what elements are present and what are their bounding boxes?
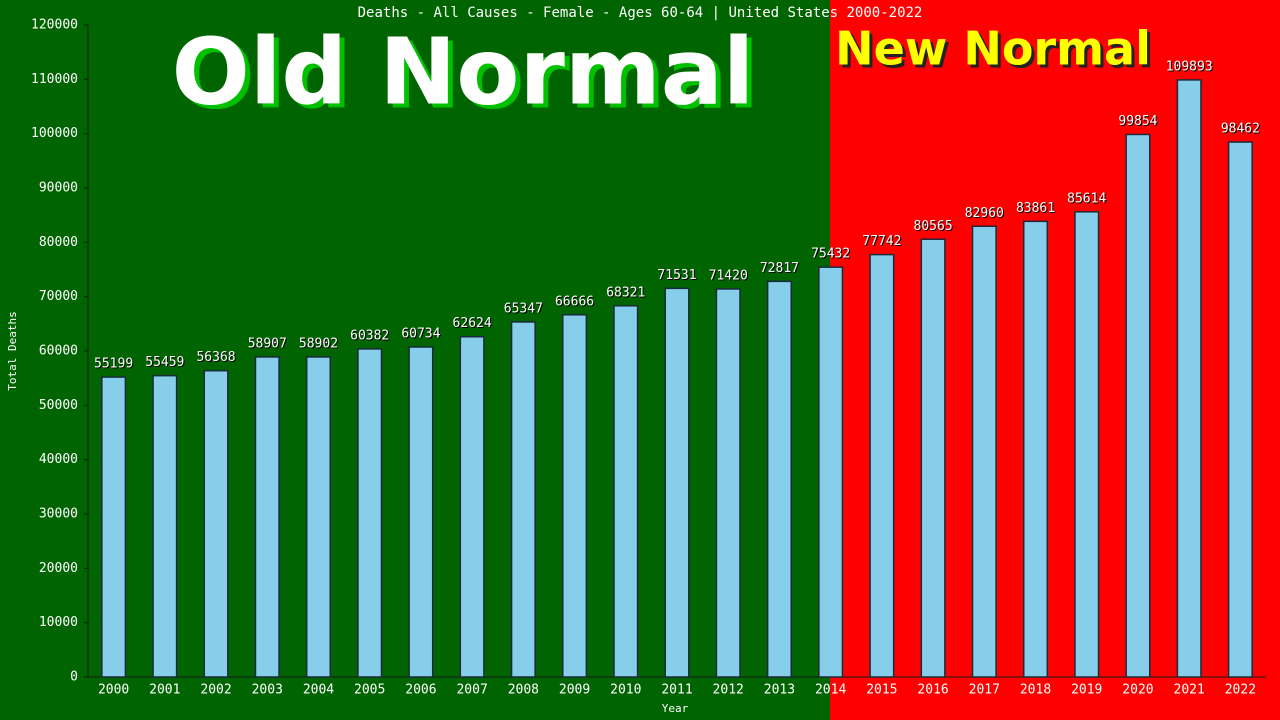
- bar: [254, 356, 280, 678]
- value-label: 99854: [1118, 114, 1157, 129]
- x-tick-label: 2020: [1122, 683, 1153, 698]
- value-label: 60382: [350, 328, 389, 343]
- bar: [920, 238, 946, 678]
- x-tick-label: 2018: [1020, 683, 1051, 698]
- bar: [715, 288, 741, 678]
- y-tick-label: 0: [70, 670, 78, 685]
- x-tick-label: 2009: [559, 683, 590, 698]
- y-tick-label: 60000: [39, 344, 78, 359]
- y-tick-label: 20000: [39, 561, 78, 576]
- x-tick-label: 2013: [764, 683, 795, 698]
- bar: [1074, 211, 1100, 678]
- bar: [152, 374, 178, 678]
- bar: [357, 348, 383, 678]
- bar: [101, 376, 127, 678]
- chart-title: Deaths - All Causes - Female - Ages 60-6…: [358, 5, 923, 21]
- x-tick-label: 2021: [1174, 683, 1205, 698]
- annotation: New Normal: [835, 22, 1151, 76]
- value-label: 82960: [965, 206, 1004, 221]
- value-label: 55199: [94, 357, 133, 372]
- x-tick-label: 2003: [252, 683, 283, 698]
- bar: [766, 280, 792, 678]
- value-label: 55459: [145, 355, 184, 370]
- bar: [459, 335, 485, 678]
- value-label: 80565: [914, 219, 953, 234]
- annotation: Old Normal: [172, 18, 755, 125]
- x-tick-label: 2017: [969, 683, 1000, 698]
- value-label: 58902: [299, 336, 338, 351]
- x-tick-label: 2001: [149, 683, 180, 698]
- value-label: 68321: [606, 285, 645, 300]
- x-tick-label: 2016: [917, 683, 948, 698]
- bar: [1176, 79, 1202, 678]
- value-label: 71531: [657, 268, 696, 283]
- bar: [510, 321, 536, 678]
- y-tick-label: 80000: [39, 235, 78, 250]
- bar: [869, 253, 895, 678]
- bar: [1125, 133, 1151, 678]
- y-tick-label: 120000: [31, 18, 78, 33]
- new-normal-region: [830, 0, 1280, 720]
- value-label: 65347: [504, 301, 543, 316]
- x-tick-label: 2010: [610, 683, 641, 698]
- y-tick-label: 100000: [31, 126, 78, 141]
- x-tick-label: 2004: [303, 683, 334, 698]
- bar: [1022, 220, 1049, 678]
- value-label: 58907: [248, 336, 287, 351]
- bar: [408, 346, 434, 678]
- y-tick-label: 70000: [39, 289, 78, 304]
- x-tick-label: 2005: [354, 683, 385, 698]
- y-tick-label: 10000: [39, 615, 78, 630]
- bar: [664, 287, 690, 678]
- x-tick-label: 2006: [405, 683, 436, 698]
- x-tick-label: 2007: [456, 683, 487, 698]
- bar: [305, 356, 332, 678]
- x-tick-label: 2008: [508, 683, 539, 698]
- x-tick-label: 2000: [98, 683, 129, 698]
- value-label: 77742: [862, 234, 901, 249]
- x-tick-label: 2012: [713, 683, 744, 698]
- value-label: 109893: [1166, 59, 1213, 74]
- x-tick-label: 2015: [866, 683, 897, 698]
- x-tick-label: 2019: [1071, 683, 1102, 698]
- x-tick-label: 2011: [661, 683, 692, 698]
- y-tick-label: 90000: [39, 181, 78, 196]
- bar: [203, 369, 229, 678]
- y-tick-label: 30000: [39, 507, 78, 522]
- y-tick-label: 40000: [39, 452, 78, 467]
- x-axis-label: Year: [662, 702, 689, 715]
- bar: [971, 225, 997, 678]
- value-label: 72817: [760, 261, 799, 276]
- bar: [613, 305, 639, 678]
- y-axis-label: Total Deaths: [6, 311, 19, 390]
- y-tick-label: 50000: [39, 398, 78, 413]
- x-tick-label: 2022: [1225, 683, 1256, 698]
- bar: [562, 314, 588, 678]
- x-tick-label: 2002: [200, 683, 231, 698]
- value-label: 98462: [1221, 122, 1260, 137]
- x-tick-label: 2014: [815, 683, 846, 698]
- value-label: 62624: [453, 316, 492, 331]
- y-tick-label: 110000: [31, 72, 78, 87]
- value-label: 83861: [1016, 201, 1055, 216]
- value-label: 56368: [196, 350, 235, 365]
- value-label: 85614: [1067, 191, 1106, 206]
- value-label: 66666: [555, 294, 594, 309]
- value-label: 60734: [401, 327, 440, 342]
- bar: [818, 266, 844, 678]
- bar: [1227, 141, 1253, 678]
- value-label: 75432: [811, 247, 850, 262]
- value-label: 71420: [709, 268, 748, 283]
